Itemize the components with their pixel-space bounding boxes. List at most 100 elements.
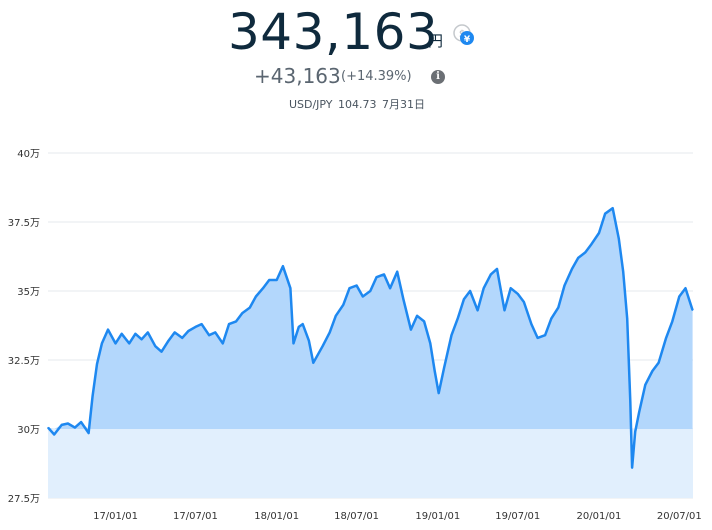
data-point (369, 290, 371, 292)
series-line-layer (47, 206, 694, 469)
data-point (571, 268, 573, 270)
data-point (61, 424, 63, 426)
data-point (523, 301, 525, 303)
change-value: +43,163 (254, 64, 341, 88)
data-point (483, 287, 485, 289)
data-point (302, 323, 304, 325)
data-point (671, 320, 673, 322)
x-tick-label: 18/07/01 (334, 511, 379, 522)
data-point (463, 298, 465, 300)
change-row: +43,163 (+14.39%) i (0, 64, 712, 90)
y-tick-label: 27.5万 (8, 494, 40, 505)
rate-pair: USD/JPY (288, 98, 333, 111)
data-point (423, 320, 425, 322)
data-point (644, 384, 646, 386)
data-point (590, 243, 593, 245)
baseline-band (48, 429, 693, 498)
data-point (181, 337, 183, 339)
y-tick-label: 40万 (17, 149, 40, 160)
data-point (276, 279, 278, 281)
data-point (167, 340, 170, 342)
x-tick-label: 19/01/01 (415, 511, 460, 522)
data-point (298, 326, 300, 328)
data-point (292, 342, 295, 344)
data-point (626, 318, 628, 320)
data-point (74, 427, 76, 429)
data-point (362, 295, 364, 298)
x-tick-label: 17/07/01 (173, 511, 218, 522)
data-point (438, 392, 440, 394)
data-point (308, 340, 310, 342)
data-point (268, 279, 270, 281)
data-point (222, 342, 224, 344)
data-point (47, 427, 49, 429)
x-axis: 17/01/01 17/07/01 18/01/01 18/07/01 19/01/01… (93, 511, 702, 522)
data-point (174, 331, 176, 333)
data-point (416, 315, 418, 317)
x-tick-label: 18/01/01 (254, 511, 299, 522)
data-point (684, 287, 687, 289)
data-point (634, 431, 636, 433)
area-fills (48, 208, 693, 498)
data-point (201, 323, 203, 325)
data-point (348, 287, 351, 289)
data-point (187, 330, 189, 332)
data-point (443, 367, 445, 369)
data-point (598, 232, 600, 234)
data-point (477, 309, 479, 311)
data-point (241, 312, 243, 314)
data-point (255, 295, 257, 298)
data-point (618, 238, 620, 240)
data-point (530, 323, 533, 325)
data-point (496, 268, 498, 270)
y-axis: 27.5万 30万 32.5万 35万 37.5万 40万 (8, 149, 40, 505)
y-tick-label: 30万 (17, 425, 40, 436)
data-point (194, 326, 197, 328)
data-point (638, 411, 640, 413)
data-point (577, 257, 579, 259)
data-point (322, 345, 324, 347)
y-tick-label: 35万 (17, 287, 40, 298)
data-point (88, 432, 90, 434)
info-icon[interactable]: i (431, 70, 445, 84)
data-point (537, 337, 539, 339)
data-point (282, 265, 284, 267)
data-point (584, 251, 586, 253)
currency-switch-icon[interactable]: $ ¥ (452, 22, 478, 48)
data-point (383, 273, 385, 275)
data-point (429, 342, 431, 344)
data-point (629, 400, 631, 402)
data-point (312, 362, 314, 364)
data-point (96, 363, 98, 365)
data-point (335, 315, 337, 317)
data-point (503, 309, 506, 311)
data-point (389, 287, 391, 289)
rate-value: 104.73 (338, 98, 377, 111)
data-point (490, 273, 492, 275)
data-point (356, 284, 358, 287)
data-point (450, 334, 453, 336)
data-point (342, 304, 344, 306)
data-point (289, 287, 291, 289)
data-point (563, 284, 566, 287)
data-point (67, 422, 69, 425)
data-point (329, 331, 331, 333)
data-point (678, 295, 680, 298)
data-point (141, 338, 143, 340)
x-tick-label: 19/07/01 (495, 511, 540, 522)
data-point (160, 351, 163, 353)
rate-date: 7月31日 (382, 98, 426, 111)
data-point (631, 467, 633, 469)
data-point (402, 298, 404, 300)
data-point (651, 370, 654, 372)
data-point (517, 293, 519, 295)
x-tick-label: 20/01/01 (577, 511, 622, 522)
data-point (557, 307, 559, 309)
portfolio-header: 343,163 円 $ ¥ +43,163 (+14.39%) i USD/JP… (0, 0, 712, 120)
svg-text:¥: ¥ (464, 35, 471, 45)
data-point (692, 309, 694, 311)
data-point (154, 345, 156, 347)
data-point (550, 318, 552, 320)
data-point (612, 207, 614, 209)
